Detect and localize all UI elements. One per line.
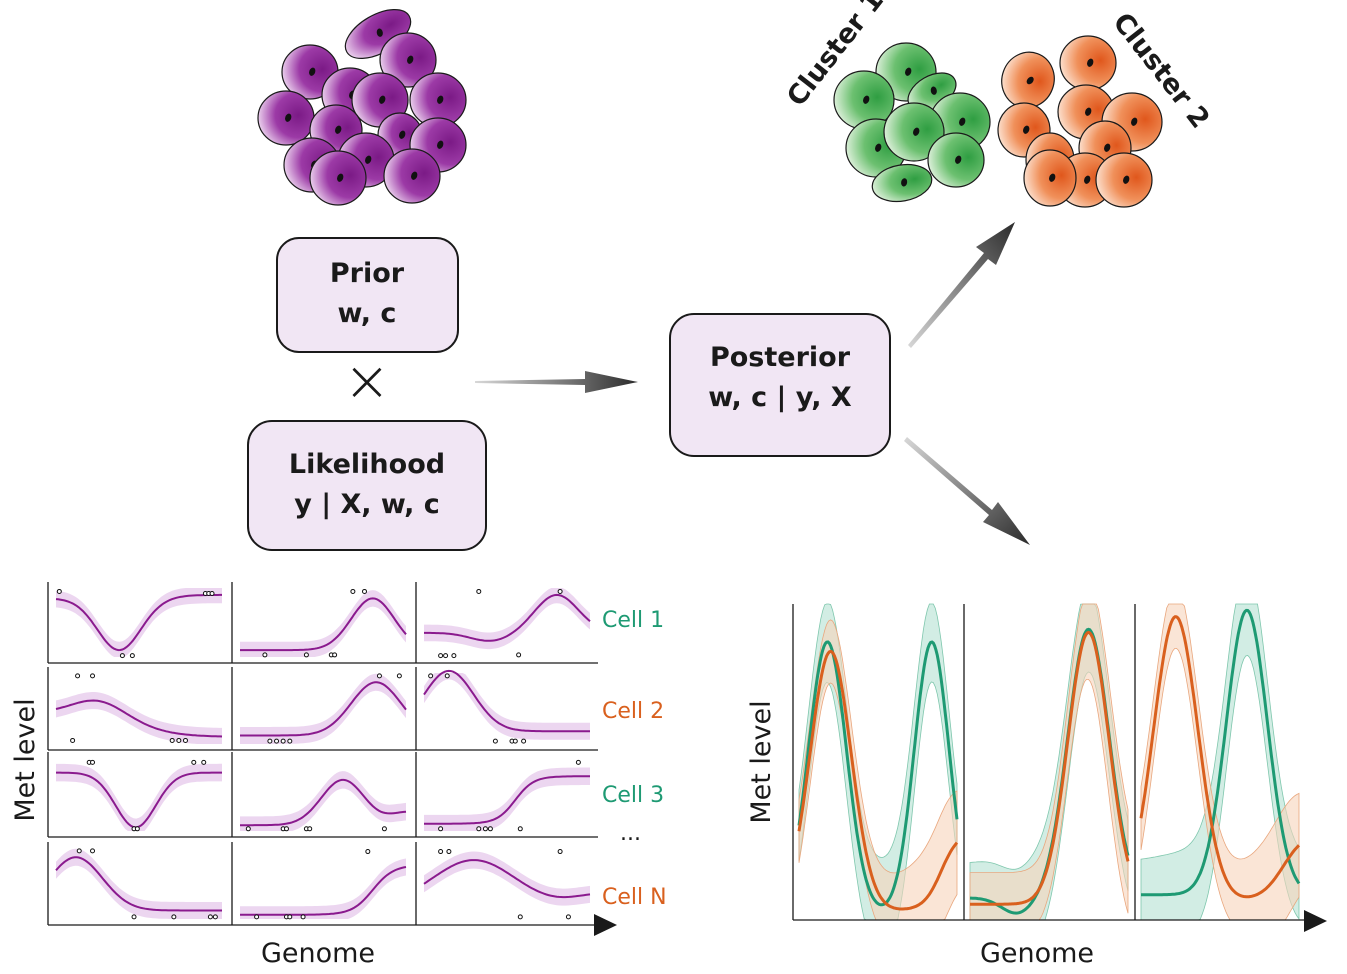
cell-profile-panel <box>48 667 222 750</box>
cell-profile-panel <box>232 752 406 837</box>
cell-icon <box>258 91 314 145</box>
arrow-to-posterior <box>475 371 638 393</box>
cell-profile-panel <box>232 667 406 750</box>
left-y-axis-label: Met level <box>10 698 41 821</box>
likelihood-params: y | X, w, c <box>294 489 440 520</box>
times-symbol: × <box>344 349 391 414</box>
right-x-axis-arrow-icon <box>1304 910 1327 932</box>
cell-label-list: Cell 1 Cell 2 Cell 3 ... Cell N <box>602 608 667 910</box>
likelihood-box: Likelihood y | X, w, c <box>248 421 486 550</box>
cluster-methylation-profiles <box>793 604 1308 920</box>
cell-profile-panel <box>48 752 222 837</box>
cell-profile-panel <box>48 582 222 663</box>
cell-profile-panel <box>416 842 590 925</box>
cluster-profile-panel <box>1135 604 1299 920</box>
cell-icon <box>928 133 984 187</box>
right-y-axis-label: Met level <box>746 700 777 823</box>
cluster-1-cells <box>834 43 990 206</box>
cell-profile-panel <box>232 842 406 925</box>
cell-label-ellipsis: ... <box>620 821 641 846</box>
posterior-box: Posterior w, c | y, X <box>670 314 890 456</box>
arrow-to-clusters <box>908 222 1015 348</box>
cell-label-3: Cell 3 <box>602 783 664 808</box>
cell-icon <box>384 149 440 203</box>
cell-profile-panel <box>48 842 222 925</box>
cell-profile-panel <box>416 752 590 837</box>
prior-params: w, c <box>338 298 397 329</box>
cluster-profile-panel <box>964 604 1128 920</box>
likelihood-title: Likelihood <box>289 449 445 480</box>
prior-box: Prior w, c <box>277 238 458 352</box>
cell-icon <box>1096 153 1152 207</box>
cell-icon <box>310 151 366 205</box>
per-cell-methylation-profiles <box>48 582 598 925</box>
cell-icon <box>1060 36 1116 90</box>
right-x-axis-label: Genome <box>980 938 1094 969</box>
cell-label-1: Cell 1 <box>602 608 664 633</box>
cell-label-2: Cell 2 <box>602 699 664 724</box>
cell-profile-panel <box>416 667 590 750</box>
cell-profile-panel <box>232 582 406 663</box>
arrow-to-profiles <box>904 437 1030 545</box>
mixed-cell-population <box>258 0 466 205</box>
posterior-title: Posterior <box>710 342 851 373</box>
prior-title: Prior <box>330 258 405 289</box>
cell-icon <box>1024 150 1076 206</box>
left-x-axis-arrow-icon <box>594 914 617 936</box>
cluster-profile-panel <box>793 604 957 920</box>
posterior-params: w, c | y, X <box>708 382 852 413</box>
cell-label-n: Cell N <box>602 885 667 910</box>
left-x-axis-label: Genome <box>261 938 375 969</box>
cell-profile-panel <box>416 582 590 663</box>
